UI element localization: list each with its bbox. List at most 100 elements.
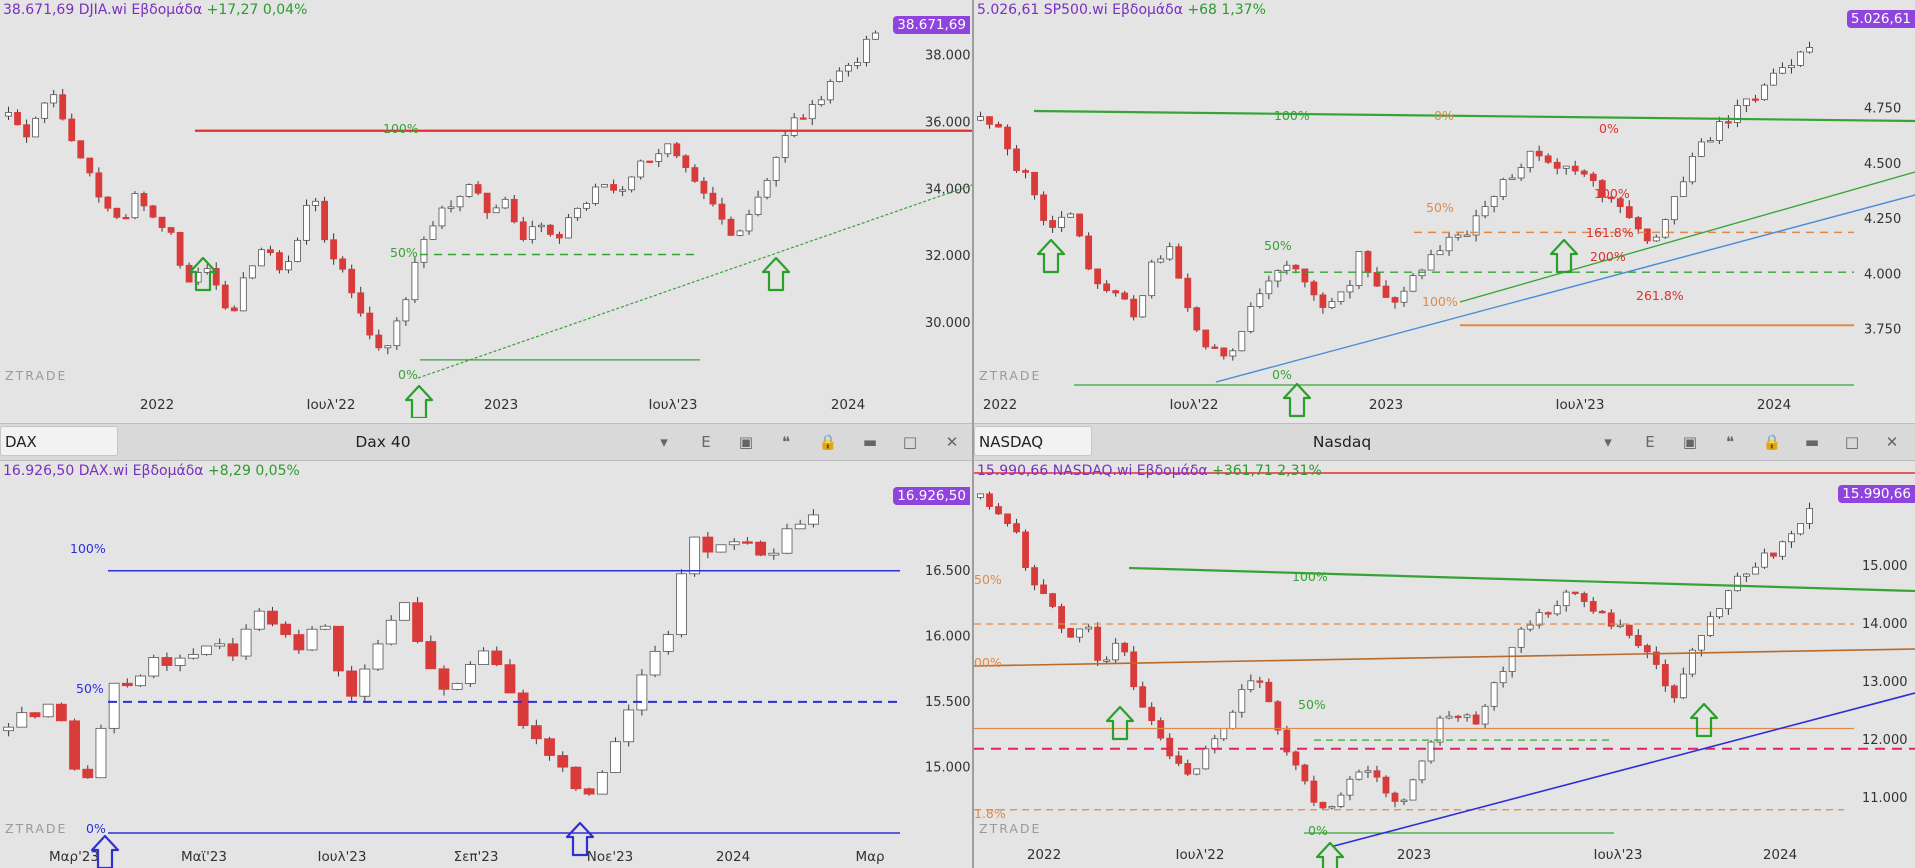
minimize-icon[interactable]: ▬ xyxy=(862,433,878,451)
candle xyxy=(1283,729,1291,753)
candle xyxy=(492,207,500,214)
candle xyxy=(113,207,121,218)
candle xyxy=(872,32,879,40)
candle xyxy=(1166,246,1174,260)
candle xyxy=(1670,685,1678,699)
candle xyxy=(718,203,726,220)
candle xyxy=(1310,281,1318,296)
close-icon[interactable]: ✕ xyxy=(945,433,959,451)
x-tick-label: Μαρ'23 xyxy=(49,849,99,865)
candle xyxy=(745,214,753,232)
candle xyxy=(1806,47,1813,53)
comment-icon[interactable]: ❝ xyxy=(1725,433,1735,451)
candle xyxy=(863,38,870,63)
close-icon[interactable]: ✕ xyxy=(1885,433,1899,451)
instrument-name: Dax 40 xyxy=(355,433,411,451)
candle xyxy=(77,140,85,159)
candle xyxy=(82,768,94,779)
candle xyxy=(212,268,220,286)
candle xyxy=(357,292,365,314)
watermark: ZTRADE xyxy=(979,368,1042,383)
candle xyxy=(1211,738,1219,750)
symbol-input[interactable]: DAX xyxy=(0,426,118,456)
candle xyxy=(239,277,247,312)
candle xyxy=(1797,51,1804,66)
candle xyxy=(5,112,12,117)
candle xyxy=(1806,508,1813,524)
candle xyxy=(1589,173,1597,181)
candle xyxy=(276,252,283,271)
candle xyxy=(1526,624,1534,630)
menu-e-button[interactable]: E xyxy=(1645,433,1655,451)
menu-e-button[interactable]: E xyxy=(701,433,711,451)
candle xyxy=(1193,307,1201,331)
candle xyxy=(1706,140,1714,143)
candle xyxy=(1175,246,1183,279)
candle xyxy=(1788,533,1795,543)
x-tick-label: Νοε'23 xyxy=(587,849,634,865)
pane-toolbar-nasdaq: NASDAQ Nasdaq ▾ E ▣ ❝ 🔒 ▬ □ ✕ xyxy=(974,423,1915,461)
comment-icon[interactable]: ❝ xyxy=(781,433,791,451)
candle xyxy=(306,628,318,651)
candle xyxy=(1247,306,1255,332)
chart-pane-dax[interactable]: 16.926,50 DAX.wi Εβδομάδα +8,29 0,05% 16… xyxy=(0,461,972,868)
fib-label: 100% xyxy=(1274,108,1310,123)
candle xyxy=(808,104,816,120)
lock-icon[interactable]: 🔒 xyxy=(818,433,838,451)
candle xyxy=(1679,181,1687,197)
chevron-down-icon[interactable]: ▾ xyxy=(1604,433,1612,451)
candle xyxy=(592,186,599,204)
x-tick-label: Ιουλ'23 xyxy=(318,849,367,865)
maximize-icon[interactable]: □ xyxy=(1844,433,1860,451)
candle xyxy=(1292,264,1300,270)
candle xyxy=(1220,728,1228,740)
panel-icon[interactable]: ▣ xyxy=(738,433,754,451)
candle xyxy=(1238,330,1246,352)
candle xyxy=(1544,155,1552,163)
maximize-icon[interactable]: □ xyxy=(902,433,918,451)
candle xyxy=(214,643,226,647)
candle xyxy=(167,227,175,233)
candle xyxy=(478,650,489,665)
candle xyxy=(303,204,310,241)
candle xyxy=(1706,616,1714,636)
candle xyxy=(649,650,661,676)
x-tick-label: Ιουλ'23 xyxy=(1594,847,1643,863)
chart-pane-nasdaq[interactable]: 15.990,66 NASDAQ.wi Εβδομάδα +361,71 2,3… xyxy=(974,461,1915,868)
candle xyxy=(203,268,211,273)
symbol-input[interactable]: NASDAQ xyxy=(974,426,1092,456)
candle xyxy=(32,117,40,138)
candle xyxy=(1202,329,1210,348)
chevron-down-icon[interactable]: ▾ xyxy=(660,433,668,451)
candle xyxy=(1085,235,1093,270)
candle xyxy=(1571,591,1579,594)
candle xyxy=(16,712,28,728)
candle xyxy=(1427,254,1435,271)
candle xyxy=(1724,121,1732,124)
candle xyxy=(1463,714,1471,718)
candle xyxy=(1499,179,1507,197)
candle xyxy=(1364,770,1372,773)
candle xyxy=(637,160,645,178)
candle xyxy=(1193,768,1201,775)
minimize-icon[interactable]: ▬ xyxy=(1804,433,1820,451)
candle xyxy=(1517,167,1525,179)
chart-pane-djia[interactable]: 38.671,69 DJIA.wi Εβδομάδα +17,27 0,04% … xyxy=(0,0,972,418)
candle xyxy=(1391,792,1399,802)
candle xyxy=(1508,646,1516,672)
candle xyxy=(330,239,338,260)
fib-label: 0% xyxy=(1308,823,1328,838)
x-tick-label: 2022 xyxy=(140,397,174,413)
candle xyxy=(23,124,30,138)
lock-icon[interactable]: 🔒 xyxy=(1762,433,1782,451)
candle xyxy=(1229,711,1237,729)
candle xyxy=(399,602,410,621)
candle xyxy=(1625,206,1633,218)
candle xyxy=(682,155,690,168)
vertical-divider[interactable] xyxy=(972,0,974,868)
panel-icon[interactable]: ▣ xyxy=(1682,433,1698,451)
candle xyxy=(1157,258,1165,263)
chart-pane-sp500[interactable]: 5.026,61 SP500.wi Εβδομάδα +68 1,37% 5.0… xyxy=(974,0,1915,418)
candle xyxy=(293,634,305,651)
candle xyxy=(1229,350,1237,357)
